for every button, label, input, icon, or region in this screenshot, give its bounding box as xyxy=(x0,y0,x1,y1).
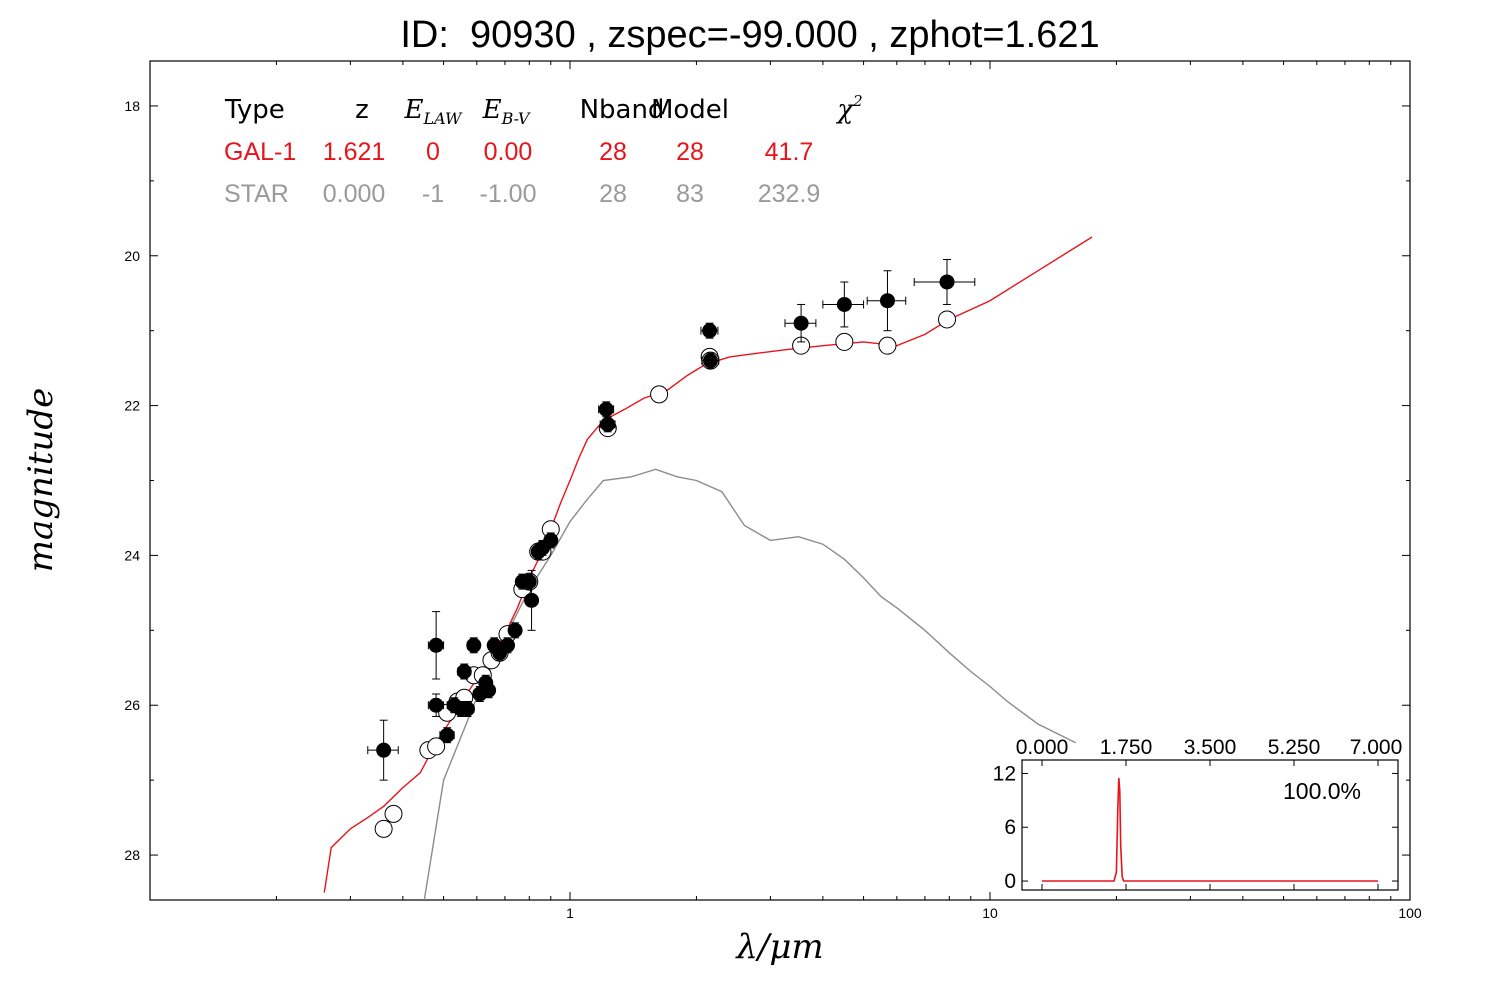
table-cell-galaxy: GAL-1 xyxy=(224,138,296,166)
observed-flux-point xyxy=(793,315,809,331)
inset-frame xyxy=(1021,759,1399,891)
redshift-pdf-inset: 0.000 1.750 3.500 5.250 7.000 0 6 12 100.0% xyxy=(993,736,1403,893)
table-cell-star: 0.000 xyxy=(323,180,386,208)
inset-x-tick-label: 0.000 xyxy=(1016,736,1069,759)
observed-flux-point xyxy=(939,274,955,290)
observed-flux-point xyxy=(376,742,392,758)
observed-flux-point xyxy=(598,401,614,417)
table-cell-star: -1 xyxy=(422,180,444,208)
curves xyxy=(323,236,1093,900)
table-header: EB-V xyxy=(482,95,531,128)
galaxy-model-curve xyxy=(323,236,1093,893)
table-header: Type xyxy=(224,95,285,125)
table-header: ELAW xyxy=(404,95,464,128)
table-header: χ2 xyxy=(835,92,862,125)
observed-flux-point xyxy=(836,296,852,312)
table-header: Nband xyxy=(580,95,665,125)
table-cell-star: -1.00 xyxy=(480,180,537,208)
y-tick-label: 26 xyxy=(124,697,140,713)
observed-flux-point xyxy=(481,682,497,698)
model-flux-point xyxy=(427,737,446,756)
inset-y-tick-label: 0 xyxy=(1004,870,1016,893)
data-points xyxy=(367,259,976,838)
y-axis-label: magnitude xyxy=(21,388,61,573)
x-tick-label: 1 xyxy=(566,905,574,921)
observed-flux-point xyxy=(439,727,455,743)
table-cell-star: 232.9 xyxy=(758,180,821,208)
observed-flux-point xyxy=(500,637,516,653)
table-cell-star: STAR xyxy=(224,180,289,208)
star-model-curve xyxy=(423,468,1077,900)
observed-flux-point xyxy=(466,637,482,653)
model-flux-point xyxy=(374,819,393,838)
observed-flux-point xyxy=(543,532,559,548)
inset-x-tick-label: 5.250 xyxy=(1268,736,1321,759)
inset-x-tick-label: 3.500 xyxy=(1184,736,1237,759)
observed-flux-point xyxy=(879,293,895,309)
observed-flux-point xyxy=(428,637,444,653)
inset-y-tick-label: 12 xyxy=(993,762,1016,785)
inset-x-tick-label: 7.000 xyxy=(1350,736,1403,759)
model-flux-point xyxy=(650,385,669,404)
model-flux-point xyxy=(384,804,403,823)
y-tick-label: 18 xyxy=(124,98,140,114)
table-header: Model xyxy=(651,95,729,125)
pdf-curve xyxy=(1042,777,1378,882)
table-cell-star: 28 xyxy=(599,180,627,208)
table-cell-galaxy: 0 xyxy=(426,138,440,166)
observed-flux-point xyxy=(507,622,523,638)
x-tick-label: 10 xyxy=(982,905,998,921)
inset-y-tick-label: 6 xyxy=(1004,816,1016,839)
observed-flux-point xyxy=(456,664,472,680)
table-header: z xyxy=(355,95,369,125)
table-cell-galaxy: 41.7 xyxy=(765,138,814,166)
observed-flux-point xyxy=(702,323,718,339)
inset-x-tick-label: 1.750 xyxy=(1100,736,1153,759)
main-plot: 18 20 22 24 26 28 1 10 100 magnitude λ/μm xyxy=(21,60,1422,967)
table-cell-galaxy: 28 xyxy=(676,138,704,166)
model-flux-point xyxy=(835,332,854,351)
observed-flux-point xyxy=(428,697,444,713)
observed-flux-point xyxy=(702,353,718,369)
table-cell-galaxy: 28 xyxy=(599,138,627,166)
y-tick-label: 20 xyxy=(124,248,140,264)
observed-flux-point xyxy=(524,592,540,608)
observed-flux-point xyxy=(459,701,475,717)
chart-title: ID: 90930 , zspec=-99.000 , zphot=1.621 xyxy=(400,14,1100,56)
y-tick-label: 22 xyxy=(124,398,140,414)
observed-flux-point xyxy=(521,574,537,590)
observed-flux-point xyxy=(600,416,616,432)
table-cell-star: 83 xyxy=(676,180,704,208)
pdf-percentage-label: 100.0% xyxy=(1283,778,1361,804)
x-tick-label: 100 xyxy=(1398,905,1422,921)
y-tick-label: 24 xyxy=(124,547,140,563)
table-cell-galaxy: 0.00 xyxy=(484,138,533,166)
y-tick-label: 28 xyxy=(124,847,140,863)
model-flux-point xyxy=(878,336,897,355)
model-flux-point xyxy=(938,310,957,329)
x-axis-label: λ/μm xyxy=(734,927,823,967)
table-cell-galaxy: 1.621 xyxy=(323,138,386,166)
